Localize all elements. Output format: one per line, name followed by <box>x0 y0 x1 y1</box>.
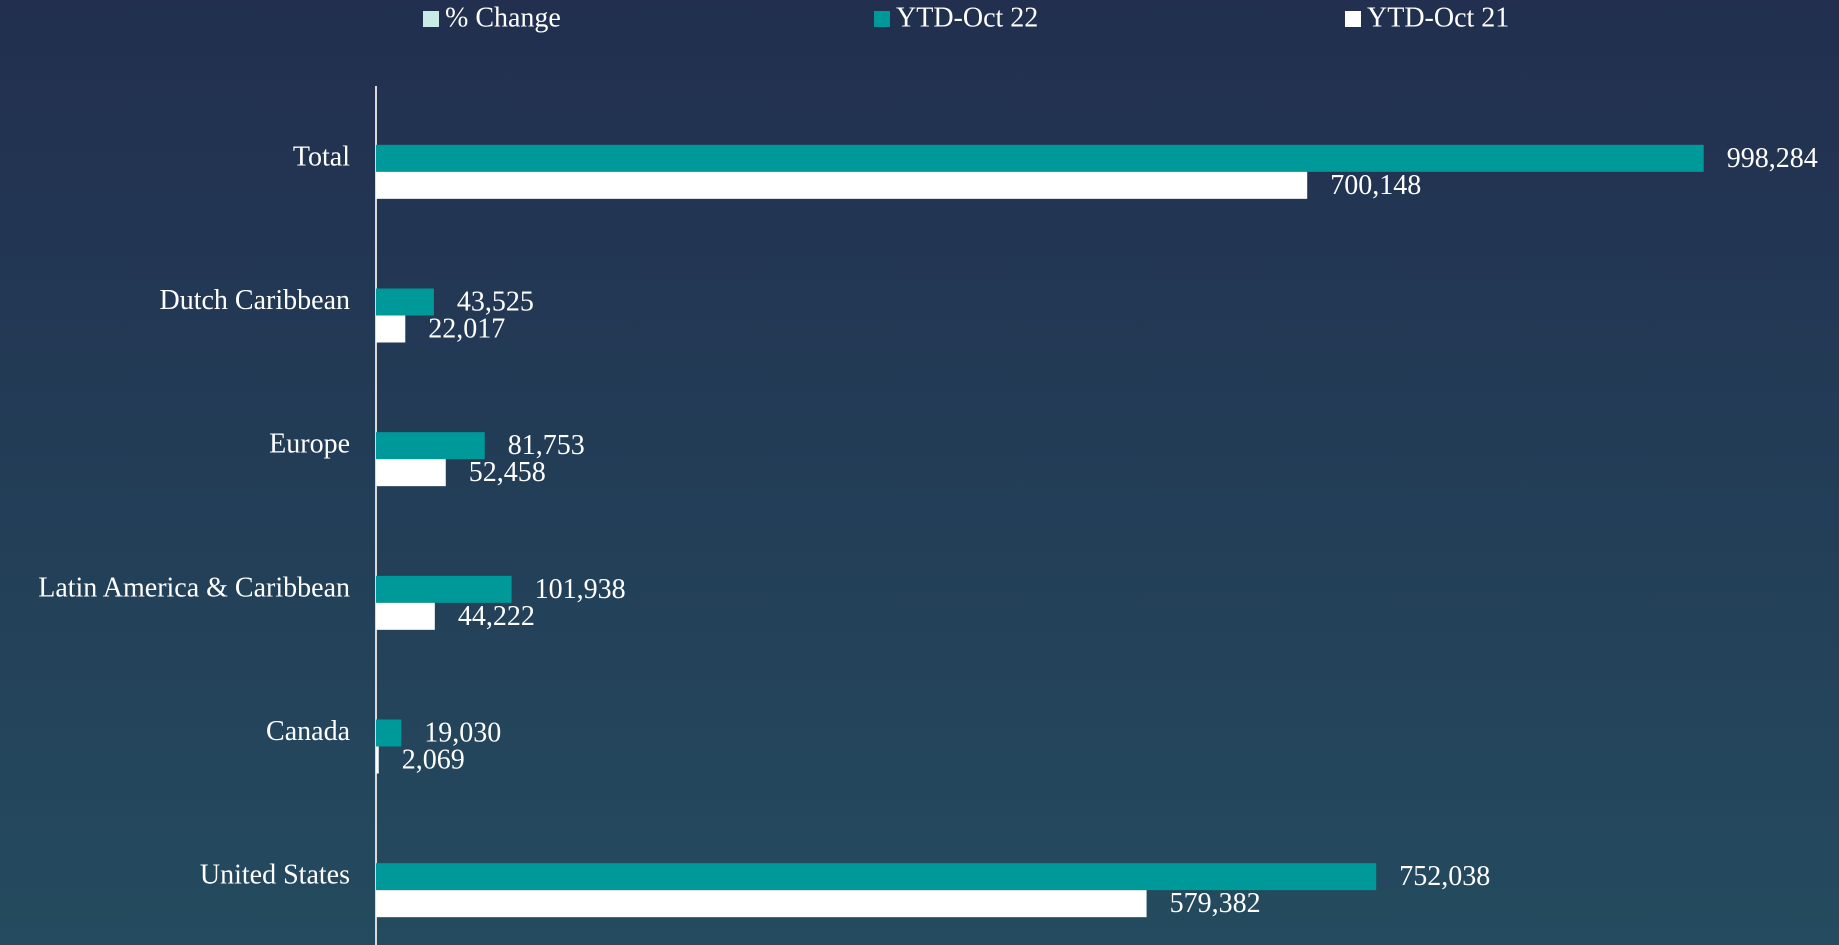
bar <box>376 288 434 316</box>
data-label: 752,038 <box>1399 861 1490 892</box>
bar <box>376 890 1147 918</box>
bar <box>376 171 1308 199</box>
bar <box>376 315 406 343</box>
data-label: 579,382 <box>1170 888 1261 919</box>
data-label: 101,938 <box>535 574 626 605</box>
legend-label: YTD-Oct 22 <box>896 2 1038 33</box>
category-label: United States <box>200 860 350 891</box>
bar <box>376 746 379 774</box>
data-label: 700,148 <box>1330 170 1421 201</box>
bar <box>376 432 485 460</box>
data-label: 2,069 <box>402 744 465 775</box>
data-label: 81,753 <box>508 430 585 461</box>
bar <box>376 459 446 487</box>
bar <box>376 863 1377 891</box>
data-label: 52,458 <box>469 457 546 488</box>
legend-swatch <box>423 11 439 27</box>
bar <box>376 575 512 603</box>
data-label: 998,284 <box>1727 143 1818 174</box>
legend-label: YTD-Oct 21 <box>1367 2 1509 33</box>
legend-label: % Change <box>445 2 561 33</box>
category-label: Europe <box>269 429 350 460</box>
legend-swatch <box>874 11 890 27</box>
bar <box>376 602 435 630</box>
data-label: 44,222 <box>458 601 535 632</box>
data-label: 43,525 <box>457 286 534 317</box>
bar <box>376 144 1704 172</box>
bar <box>376 719 402 747</box>
category-label: Dutch Caribbean <box>160 285 351 316</box>
category-label: Canada <box>266 716 351 747</box>
data-label: 19,030 <box>424 717 501 748</box>
legend-swatch <box>1345 11 1361 27</box>
data-label: 22,017 <box>428 313 505 344</box>
category-label: Total <box>293 141 350 172</box>
category-label: Latin America & Caribbean <box>38 572 350 603</box>
